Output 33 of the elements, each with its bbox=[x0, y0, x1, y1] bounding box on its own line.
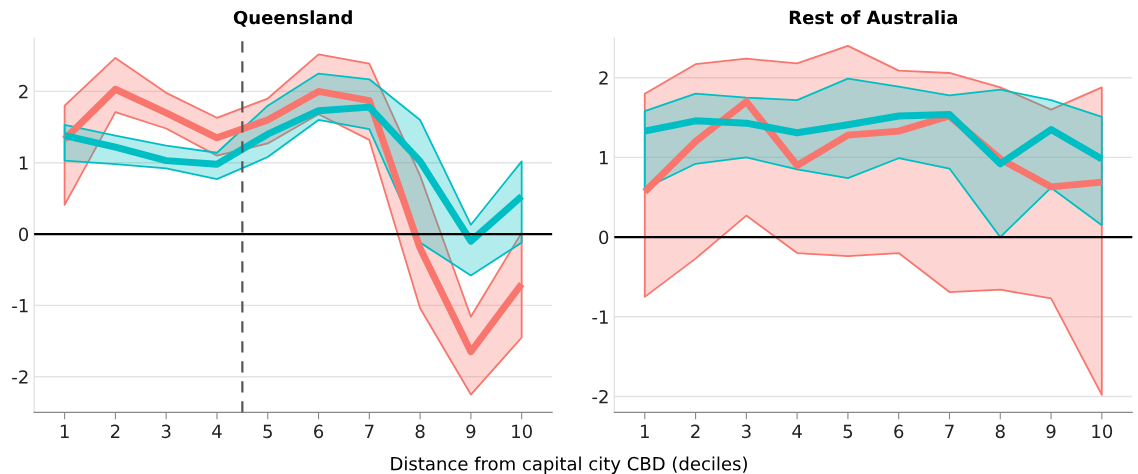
y-tick-label: -2 bbox=[592, 389, 608, 404]
x-tick-label: 5 bbox=[263, 424, 272, 439]
y-tick-label: 2 bbox=[599, 71, 608, 85]
x-tick-label: 2 bbox=[691, 424, 700, 438]
x-tick-label: 4 bbox=[792, 424, 802, 438]
x-axis-title: Distance from capital city CBD (deciles) bbox=[391, 456, 747, 474]
x-tick-label: 7 bbox=[945, 424, 954, 438]
y-tick-label: -2 bbox=[12, 370, 28, 384]
x-tick-label: 6 bbox=[894, 424, 904, 439]
x-tick-label: 10 bbox=[512, 424, 532, 439]
y-tick-label: 0 bbox=[599, 230, 609, 245]
y-tick-label: 2 bbox=[19, 84, 28, 99]
x-tick-label: 3 bbox=[161, 424, 171, 439]
chart-title: Queensland bbox=[233, 10, 352, 27]
x-tick-label: 6 bbox=[314, 424, 324, 439]
x-tick-label: 4 bbox=[212, 424, 222, 438]
x-tick-label: 1 bbox=[641, 424, 649, 438]
x-tick-label: 10 bbox=[1092, 424, 1113, 439]
y-tick-label: 1 bbox=[599, 151, 608, 165]
x-tick-label: 2 bbox=[110, 424, 120, 438]
y-tick-label: -1 bbox=[592, 310, 608, 324]
chart-title: Rest of Australia bbox=[789, 10, 957, 25]
x-tick-label: 9 bbox=[1046, 424, 1056, 439]
x-tick-label: 8 bbox=[415, 424, 425, 439]
x-tick-label: 3 bbox=[741, 424, 751, 439]
x-tick-label: 7 bbox=[365, 424, 374, 438]
x-tick-label: 1 bbox=[60, 424, 69, 438]
y-tick-label: 1 bbox=[19, 156, 28, 170]
y-tick-label: -1 bbox=[12, 299, 28, 313]
x-tick-label: 8 bbox=[995, 424, 1005, 439]
x-tick-label: 5 bbox=[843, 424, 853, 439]
x-tick-label: 9 bbox=[466, 424, 476, 439]
y-tick-label: 0 bbox=[18, 227, 29, 242]
